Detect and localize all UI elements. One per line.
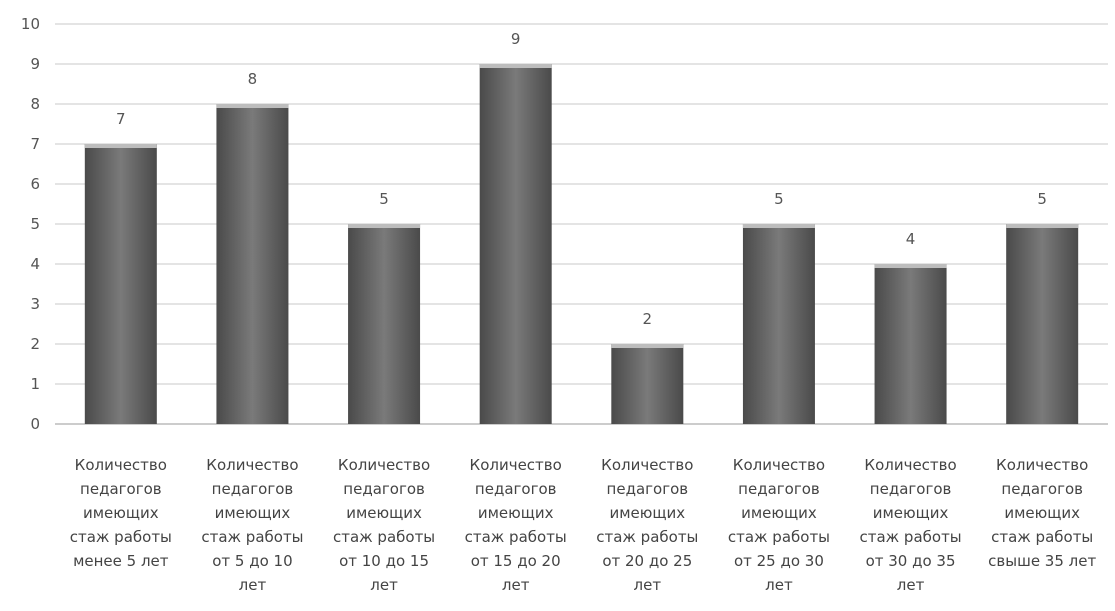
category-label-line: имеющих bbox=[83, 504, 159, 522]
category-label-line: Количество bbox=[75, 456, 167, 474]
bars bbox=[84, 64, 1079, 424]
bar bbox=[84, 144, 157, 424]
bar-top-highlight bbox=[348, 224, 421, 228]
category-label: Количество педагогов имеющих стаж работы от … bbox=[859, 456, 961, 594]
data-label: 9 bbox=[511, 30, 521, 48]
category-label-line: педагогов bbox=[1001, 480, 1083, 498]
category-label: Количество педагогов имеющих стаж работы от … bbox=[465, 456, 567, 594]
data-label: 5 bbox=[1037, 190, 1047, 208]
category-label-line: стаж работы bbox=[70, 528, 172, 546]
bar-top-highlight bbox=[611, 344, 684, 348]
category-label-line: педагогов bbox=[80, 480, 162, 498]
data-labels: 7 8 5 9 2 5 4 5 bbox=[116, 30, 1047, 328]
category-label-line: от 5 до 10 bbox=[212, 552, 292, 570]
y-tick-label: 5 bbox=[30, 215, 40, 233]
bar-top-highlight bbox=[1006, 224, 1079, 228]
category-label-line: стаж работы bbox=[991, 528, 1093, 546]
data-label: 4 bbox=[906, 230, 916, 248]
y-tick-label: 1 bbox=[30, 375, 40, 393]
y-tick-label: 2 bbox=[30, 335, 40, 353]
category-label-line: стаж работы bbox=[465, 528, 567, 546]
category-label-line: лет bbox=[897, 576, 925, 594]
category-label-line: имеющих bbox=[609, 504, 685, 522]
category-label-line: от 15 до 20 bbox=[471, 552, 561, 570]
category-label-line: педагогов bbox=[870, 480, 952, 498]
y-tick-label: 6 bbox=[30, 175, 40, 193]
category-label-line: лет bbox=[634, 576, 662, 594]
data-label: 7 bbox=[116, 110, 126, 128]
category-label: Количество педагогов имеющих стаж работы мен… bbox=[70, 456, 172, 570]
category-label-line: лет bbox=[370, 576, 398, 594]
category-label-line: Количество bbox=[338, 456, 430, 474]
category-label-line: Количество bbox=[864, 456, 956, 474]
category-label-line: от 10 до 15 bbox=[339, 552, 429, 570]
category-label: Количество педагогов имеющих стаж работы от … bbox=[728, 456, 830, 594]
category-label-line: Количество bbox=[733, 456, 825, 474]
category-label-line: педагогов bbox=[212, 480, 294, 498]
category-label-line: менее 5 лет bbox=[73, 552, 169, 570]
category-label-line: имеющих bbox=[215, 504, 291, 522]
category-label-line: от 30 до 35 bbox=[866, 552, 956, 570]
category-label-line: Количество bbox=[996, 456, 1088, 474]
category-label-line: от 25 до 30 bbox=[734, 552, 824, 570]
category-label-line: имеющих bbox=[346, 504, 422, 522]
data-label: 5 bbox=[379, 190, 389, 208]
bar-top-highlight bbox=[742, 224, 815, 228]
category-label-line: стаж работы bbox=[333, 528, 435, 546]
category-label: Количество педагогов имеющих стаж работы от … bbox=[596, 456, 698, 594]
y-axis-ticks: 0 1 2 3 4 5 6 7 8 9 10 bbox=[21, 15, 40, 433]
category-label: Количество педагогов имеющих стаж работы свы… bbox=[988, 456, 1096, 570]
category-label-line: стаж работы bbox=[728, 528, 830, 546]
category-label-line: стаж работы bbox=[201, 528, 303, 546]
category-label-line: имеющих bbox=[741, 504, 817, 522]
y-tick-label: 9 bbox=[30, 55, 40, 73]
bar-top-highlight bbox=[479, 64, 552, 68]
category-label-line: имеющих bbox=[873, 504, 949, 522]
category-label-line: Количество bbox=[601, 456, 693, 474]
category-label: Количество педагогов имеющих стаж работы от … bbox=[201, 456, 303, 594]
category-label-line: Количество bbox=[206, 456, 298, 474]
category-label-line: педагогов bbox=[475, 480, 557, 498]
y-tick-label: 10 bbox=[21, 15, 40, 33]
category-labels: Количество педагогов имеющих стаж работы мен… bbox=[70, 456, 1097, 594]
category-label-line: стаж работы bbox=[859, 528, 961, 546]
bar-top-highlight bbox=[216, 104, 289, 108]
data-label: 8 bbox=[248, 70, 258, 88]
category-label-line: имеющих bbox=[478, 504, 554, 522]
category-label-line: имеющих bbox=[1004, 504, 1080, 522]
bar bbox=[874, 264, 947, 424]
category-label-line: лет bbox=[765, 576, 793, 594]
y-tick-label: 4 bbox=[30, 255, 40, 273]
category-label-line: лет bbox=[239, 576, 267, 594]
bar-top-highlight bbox=[84, 144, 157, 148]
data-label: 5 bbox=[774, 190, 784, 208]
category-label-line: свыше 35 лет bbox=[988, 552, 1096, 570]
bar bbox=[1006, 224, 1079, 424]
category-label-line: стаж работы bbox=[596, 528, 698, 546]
bar bbox=[479, 64, 552, 424]
bar bbox=[348, 224, 421, 424]
y-tick-label: 0 bbox=[30, 415, 40, 433]
y-tick-label: 8 bbox=[30, 95, 40, 113]
y-tick-label: 7 bbox=[30, 135, 40, 153]
bar-top-highlight bbox=[874, 264, 947, 268]
category-label-line: лет bbox=[502, 576, 530, 594]
y-tick-label: 3 bbox=[30, 295, 40, 313]
category-label-line: Количество bbox=[470, 456, 562, 474]
bar bbox=[216, 104, 289, 424]
category-label: Количество педагогов имеющих стаж работы от … bbox=[333, 456, 435, 594]
bar bbox=[742, 224, 815, 424]
bar bbox=[611, 344, 684, 424]
category-label-line: от 20 до 25 bbox=[602, 552, 692, 570]
category-label-line: педагогов bbox=[738, 480, 820, 498]
category-label-line: педагогов bbox=[607, 480, 689, 498]
category-label-line: педагогов bbox=[343, 480, 425, 498]
data-label: 2 bbox=[643, 310, 653, 328]
gridlines bbox=[55, 23, 1108, 425]
